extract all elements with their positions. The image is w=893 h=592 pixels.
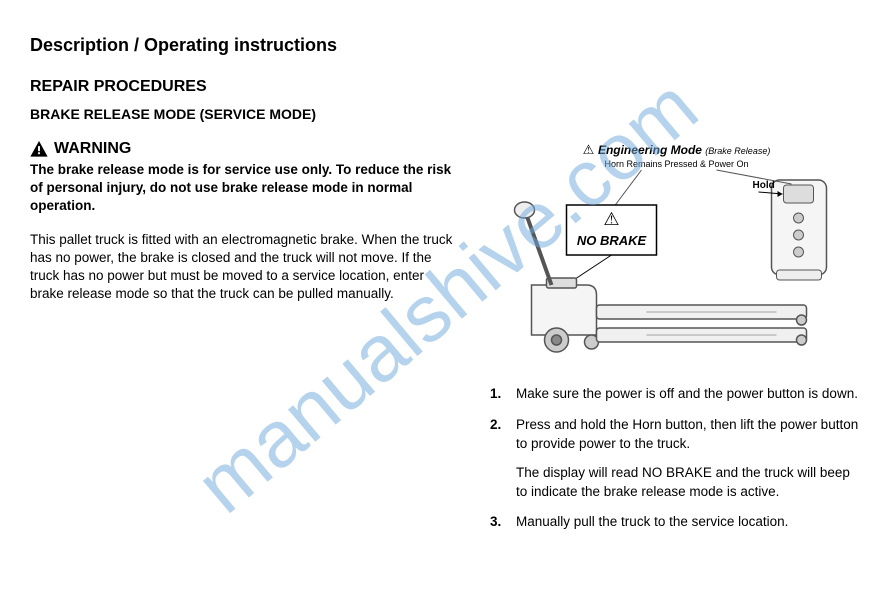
page-content: Description / Operating instructions REP… [30,35,863,544]
step-paragraph: Press and hold the Horn button, then lif… [516,416,863,454]
step-paragraph: The display will read NO BRAKE and the t… [516,464,863,502]
warning-triangle-icon [30,141,48,157]
warning-block: WARNING The brake release mode is for se… [30,140,460,216]
pallet-truck-icon [515,202,807,352]
svg-text:⚠ Engineering Mode (Brake Rele: ⚠ Engineering Mode (Brake Release) [583,142,771,157]
step-body: Press and hold the Horn button, then lif… [516,416,863,502]
step-body: Manually pull the truck to the service l… [516,513,788,532]
svg-text:NO BRAKE: NO BRAKE [577,233,647,248]
svg-text:⚠: ⚠ [603,209,619,229]
step-number: 1. [490,385,504,404]
warning-text: The brake release mode is for service us… [30,161,460,216]
right-column: ⚠ Engineering Mode (Brake Release) Horn … [490,140,863,544]
step-item: 2. Press and hold the Horn button, then l… [490,416,863,502]
step-item: 1. Make sure the power is off and the pow… [490,385,863,404]
left-column: WARNING The brake release mode is for se… [30,140,460,544]
step-body: Make sure the power is off and the power… [516,385,858,404]
step-number: 3. [490,513,504,532]
step-item: 3. Manually pull the truck to the service… [490,513,863,532]
warning-label: WARNING [54,140,131,158]
step-paragraph: Make sure the power is off and the power… [516,385,858,404]
brake-release-heading: BRAKE RELEASE MODE (SERVICE MODE) [30,106,863,122]
diagram-caption: Horn Remains Pressed & Power On [604,159,748,169]
section-title: Description / Operating instructions [30,35,863,56]
step-number: 2. [490,416,504,502]
repair-procedures-heading: REPAIR PROCEDURES [30,78,863,96]
no-brake-callout: ⚠ NO BRAKE [567,205,657,255]
hold-label: Hold [753,180,775,191]
body-paragraph: This pallet truck is fitted with an elec… [30,231,460,304]
diagram-title: Engineering Mode [598,143,702,157]
diagram-subtitle: (Brake Release) [705,146,770,156]
step-paragraph: Manually pull the truck to the service l… [516,513,788,532]
pallet-truck-diagram: ⚠ Engineering Mode (Brake Release) Horn … [490,140,863,370]
steps-list: 1. Make sure the power is off and the pow… [490,385,863,532]
